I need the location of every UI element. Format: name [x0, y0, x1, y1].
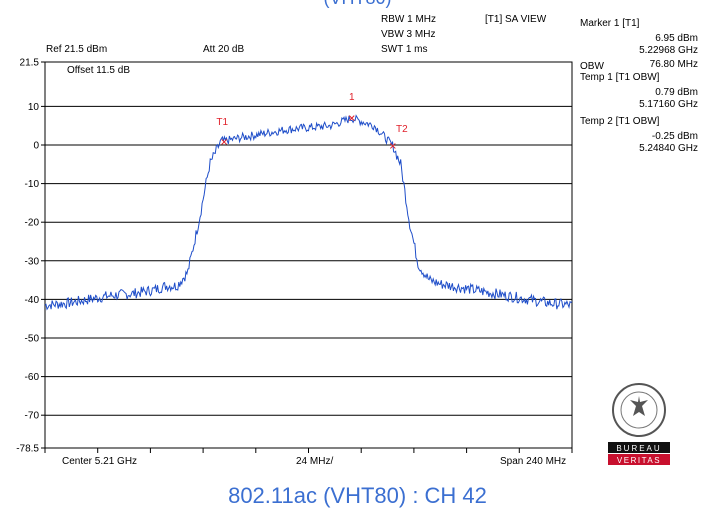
y-tick-label: 21.5	[20, 58, 40, 69]
spectrum-trace	[44, 114, 573, 311]
temp1-freq: 5.17160 GHz	[639, 99, 698, 110]
attenuation: Att 20 dB	[203, 44, 245, 55]
logo-band-top: BUREAU	[616, 444, 661, 453]
temp2-label: Temp 2 [T1 OBW]	[580, 116, 660, 127]
temp2-level: -0.25 dBm	[651, 131, 698, 142]
obw-label: OBW	[580, 61, 604, 72]
y-tick-label: -60	[25, 372, 40, 383]
marker-t2: T2	[389, 124, 408, 149]
y-tick-label: -30	[25, 256, 40, 267]
obw-value: 76.80 MHz	[649, 59, 698, 70]
marker-t1: T1	[216, 117, 228, 145]
frequency-per-division: 24 MHz/	[296, 456, 334, 467]
marker-label: T1	[216, 117, 228, 128]
y-tick-label: -10	[25, 179, 40, 190]
offset-label: Offset 11.5 dB	[67, 65, 131, 76]
marker1-freq: 5.22968 GHz	[639, 45, 698, 56]
y-tick-label: -78.5	[16, 444, 39, 455]
y-tick-label: 10	[28, 102, 40, 113]
marker1-level: 6.95 dBm	[655, 33, 698, 44]
swt-setting: SWT 1 ms	[381, 44, 428, 55]
rbw-setting: RBW 1 MHz	[381, 14, 436, 25]
header-cut-caption: (VHT80)	[0, 0, 715, 8]
temp2-freq: 5.24840 GHz	[639, 143, 698, 154]
y-tick-label: -20	[25, 218, 40, 229]
ref-level: Ref 21.5 dBm	[46, 44, 108, 55]
y-tick-label: -50	[25, 333, 40, 344]
y-tick-label: -40	[25, 295, 40, 306]
marker-label: 1	[349, 92, 355, 103]
logo-band-bottom: VERITAS	[617, 456, 661, 465]
span-label: Span 240 MHz	[500, 456, 567, 467]
center-frequency: Center 5.21 GHz	[62, 456, 138, 467]
vbw-setting: VBW 3 MHz	[381, 29, 436, 40]
temp1-level: 0.79 dBm	[655, 87, 698, 98]
marker-1: 1	[348, 92, 355, 122]
view-mode: [T1] SA VIEW	[485, 14, 547, 25]
chart-caption: 802.11ac (VHT80) : CH 42	[228, 483, 487, 508]
plot-frame	[44, 61, 573, 449]
marker1-label: Marker 1 [T1]	[580, 18, 640, 29]
marker-label: T2	[396, 124, 408, 135]
temp1-label: Temp 1 [T1 OBW]	[580, 72, 660, 83]
y-tick-label: 0	[33, 140, 39, 151]
bureau-veritas-logo: BUREAU VERITAS	[600, 380, 678, 468]
y-tick-label: -70	[25, 411, 40, 422]
